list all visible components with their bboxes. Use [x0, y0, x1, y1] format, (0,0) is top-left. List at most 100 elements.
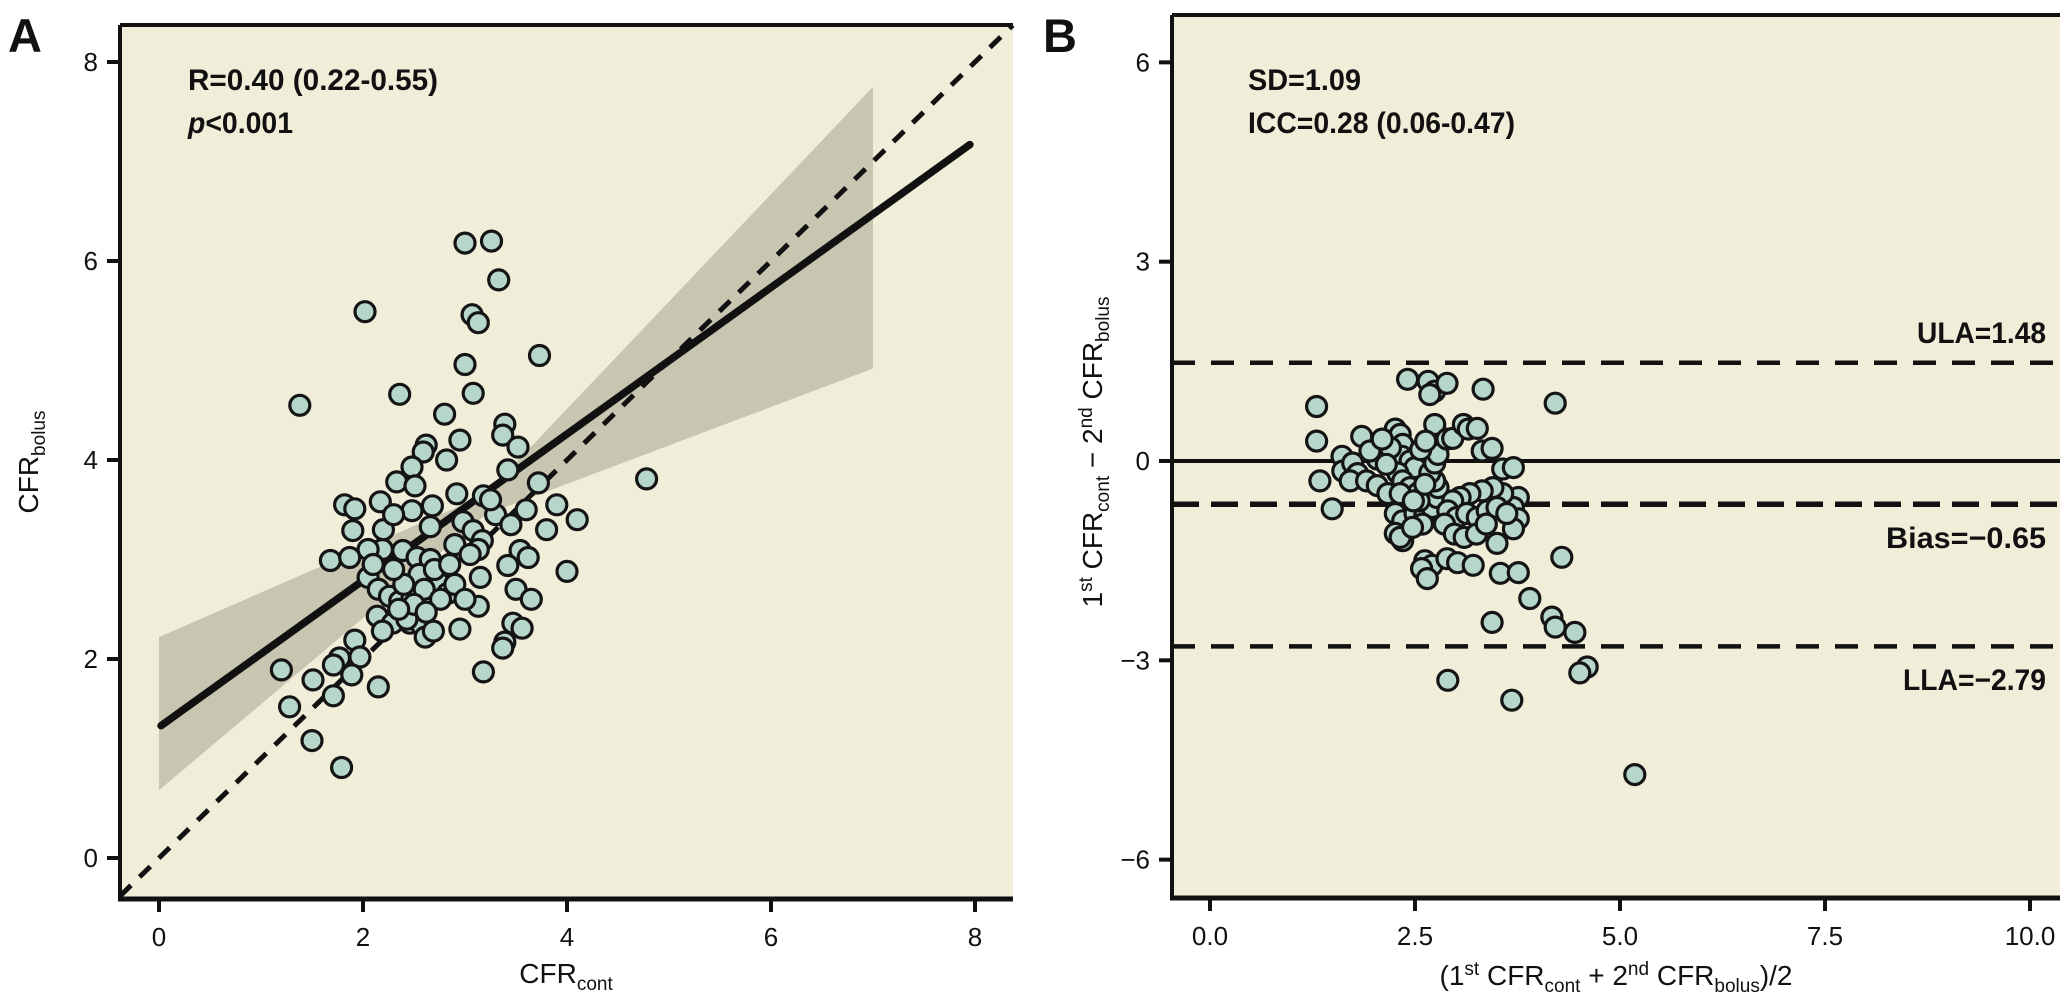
data-point — [1415, 566, 1439, 591]
data-point — [1480, 436, 1504, 460]
y-tick-label: 0 — [84, 843, 98, 873]
confidence-band — [159, 86, 873, 791]
data-point — [370, 619, 394, 643]
data-point — [1308, 469, 1332, 493]
x-tick-label: 2 — [356, 922, 370, 952]
data-point — [1485, 531, 1509, 556]
limit-line-label: LLA=−2.79 — [1903, 664, 2046, 697]
x-tick-label: 5.0 — [1602, 921, 1638, 951]
data-point — [1474, 512, 1498, 536]
data-point — [1304, 429, 1329, 453]
data-point — [514, 498, 538, 522]
data-point — [491, 636, 515, 660]
identity-line — [118, 23, 1015, 898]
data-point — [361, 552, 385, 577]
data-point — [269, 658, 293, 682]
data-point — [435, 448, 459, 472]
data-point — [382, 557, 406, 582]
data-point — [496, 553, 520, 578]
panel-letter-b: B — [1043, 9, 1077, 62]
data-point — [526, 471, 551, 495]
data-point — [330, 755, 354, 780]
y-axis-label-b: 1st CFRcont − 2nd CFRbolus — [1076, 297, 1114, 608]
y-tick-label: 6 — [84, 246, 98, 276]
data-point — [433, 402, 457, 426]
data-point — [1435, 371, 1459, 395]
data-point — [1413, 472, 1437, 496]
y-tick-label: 2 — [84, 644, 98, 674]
data-point — [453, 352, 477, 377]
data-point — [1568, 661, 1592, 685]
icc-annotation: ICC=0.28 (0.06-0.47) — [1248, 107, 1515, 140]
x-tick-label: 0.0 — [1192, 921, 1228, 951]
data-point — [471, 660, 495, 684]
data-point — [321, 653, 345, 677]
plot-background-b — [1172, 15, 2060, 898]
data-point — [1395, 367, 1420, 391]
data-point — [1543, 391, 1567, 415]
data-point — [545, 493, 569, 517]
data-point — [634, 467, 659, 491]
data-point — [491, 423, 515, 447]
data-point — [1461, 553, 1485, 577]
data-point — [1304, 394, 1329, 419]
data-point — [278, 695, 302, 719]
panel-b: 0.0 2.5 5.0 7.5 10.0 6 3 0 −3 −6 ULA=1.48 Bias=−0.… — [1043, 9, 2060, 997]
x-tick-label: 10.0 — [2005, 921, 2056, 951]
data-point — [321, 684, 345, 708]
data-point — [428, 587, 453, 611]
data-point — [1401, 489, 1426, 513]
data-point — [555, 559, 579, 584]
data-point — [1400, 515, 1425, 540]
x-tick-label: 8 — [968, 922, 982, 952]
data-point — [421, 619, 445, 643]
data-point — [385, 470, 409, 494]
data-point — [565, 508, 589, 532]
data-point — [1501, 456, 1526, 480]
tick-labels-a: 0 2 4 6 8 0 2 4 6 8 — [84, 47, 983, 952]
limit-line-label: Bias=−0.65 — [1886, 522, 2046, 555]
data-point — [1370, 427, 1394, 451]
axes-b — [1159, 13, 2060, 911]
data-point — [1550, 545, 1574, 569]
panel-letter-a: A — [8, 9, 42, 62]
data-point — [1374, 452, 1398, 476]
data-point — [487, 268, 511, 292]
scatter-points-b — [1304, 367, 1647, 787]
limit-line-label: ULA=1.48 — [1917, 317, 2046, 350]
data-point — [341, 518, 365, 543]
x-tick-label: 2.5 — [1397, 921, 1433, 951]
x-tick-label: 7.5 — [1807, 921, 1843, 951]
data-point — [343, 497, 367, 521]
data-point — [466, 311, 490, 335]
data-point — [1418, 383, 1442, 407]
data-point — [382, 503, 406, 527]
data-point — [300, 728, 324, 753]
y-tick-label: −6 — [1120, 845, 1150, 875]
data-point — [506, 435, 530, 459]
x-axis-label-b: (1st CFRcont + 2nd CFRbolus)/2 — [1440, 959, 1793, 997]
x-tick-label: 4 — [560, 922, 574, 952]
data-point — [1518, 586, 1542, 611]
data-point — [496, 458, 520, 482]
data-point — [414, 600, 438, 624]
data-point — [468, 565, 492, 590]
data-point — [445, 482, 469, 506]
y-tick-label: 3 — [1136, 247, 1150, 277]
data-point — [1495, 501, 1519, 526]
y-tick-label: 0 — [1136, 446, 1150, 476]
data-point — [479, 229, 504, 253]
data-point — [453, 231, 477, 255]
x-axis-label-a: CFRcont — [519, 958, 613, 995]
data-point — [461, 381, 485, 405]
data-point — [519, 587, 543, 611]
data-point — [353, 300, 377, 324]
data-point — [288, 393, 312, 417]
data-point — [527, 343, 552, 368]
correlation-annotation: R=0.40 (0.22-0.55) — [188, 64, 438, 97]
axes-a — [107, 23, 1013, 912]
data-point — [1465, 416, 1489, 440]
data-point — [1471, 377, 1495, 401]
